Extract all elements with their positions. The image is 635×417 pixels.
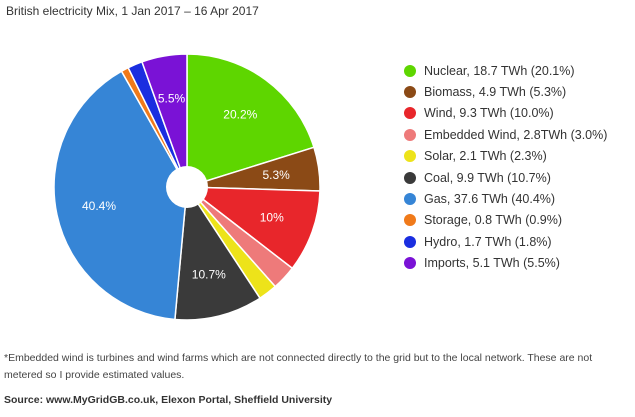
legend-swatch: [404, 257, 416, 270]
legend-label: Wind, 9.3 TWh (10.0%): [424, 106, 554, 121]
source-credit: Source: www.MyGridGB.co.uk, Elexon Porta…: [4, 394, 333, 406]
legend-label: Coal, 9.9 TWh (10.7%): [424, 170, 551, 185]
pie-center-hole: [166, 166, 208, 208]
legend-swatch: [404, 107, 416, 120]
legend-swatch: [404, 86, 416, 99]
legend-item-8: Hydro, 1.7 TWh (1.8%): [404, 231, 607, 252]
pie-chart: 20.2% 5.3% 10% 10.7% 40.4% 5.5%: [53, 53, 321, 321]
legend-item-0: Nuclear, 18.7 TWh (20.1%): [404, 60, 607, 81]
slice-label-5: 10.7%: [192, 267, 226, 281]
pie-slice-0: [186, 53, 315, 189]
legend-label: Embedded Wind, 2.8TWh (3.0%): [424, 127, 608, 142]
legend-label: Solar, 2.1 TWh (2.3%): [424, 149, 547, 164]
legend-item-7: Storage, 0.8 TWh (0.9%): [404, 210, 607, 231]
slice-label-1: 5.3%: [262, 168, 290, 182]
slice-label-9: 5.5%: [158, 91, 186, 105]
legend-label: Imports, 5.1 TWh (5.5%): [424, 256, 560, 271]
legend-label: Storage, 0.8 TWh (0.9%): [424, 213, 563, 228]
legend-item-3: Embedded Wind, 2.8TWh (3.0%): [404, 124, 607, 145]
legend-label: Hydro, 1.7 TWh (1.8%): [424, 234, 552, 249]
legend-item-2: Wind, 9.3 TWh (10.0%): [404, 103, 607, 124]
legend-swatch: [404, 171, 416, 184]
legend-swatch: [404, 128, 416, 141]
slice-label-2: 10%: [260, 210, 284, 224]
legend-label: Gas, 37.6 TWh (40.4%): [424, 192, 556, 207]
legend-label: Nuclear, 18.7 TWh (20.1%): [424, 63, 575, 78]
slice-label-6: 40.4%: [82, 199, 116, 213]
legend-swatch: [404, 214, 416, 227]
legend-item-9: Imports, 5.1 TWh (5.5%): [404, 253, 607, 274]
legend-item-6: Gas, 37.6 TWh (40.4%): [404, 188, 607, 209]
pie-slice-9: [141, 53, 188, 188]
chart-legend: Nuclear, 18.7 TWh (20.1%) Biomass, 4.9 TW…: [404, 60, 607, 274]
legend-item-1: Biomass, 4.9 TWh (5.3%): [404, 81, 607, 102]
legend-item-4: Solar, 2.1 TWh (2.3%): [404, 146, 607, 167]
footnote: *Embedded wind is turbines and wind farm…: [4, 352, 593, 381]
pie-slice-2: [184, 186, 321, 270]
legend-swatch: [404, 193, 416, 206]
pie-slice-5: [174, 184, 261, 321]
legend-swatch: [404, 235, 416, 248]
legend-swatch: [404, 64, 416, 77]
slice-label-0: 20.2%: [223, 107, 257, 121]
pie-slice-6: [53, 70, 188, 321]
legend-label: Biomass, 4.9 TWh (5.3%): [424, 85, 567, 100]
legend-item-5: Coal, 9.9 TWh (10.7%): [404, 167, 607, 188]
chart-title: British electricity Mix, 1 Jan 2017 – 16…: [6, 4, 259, 18]
legend-swatch: [404, 150, 416, 163]
